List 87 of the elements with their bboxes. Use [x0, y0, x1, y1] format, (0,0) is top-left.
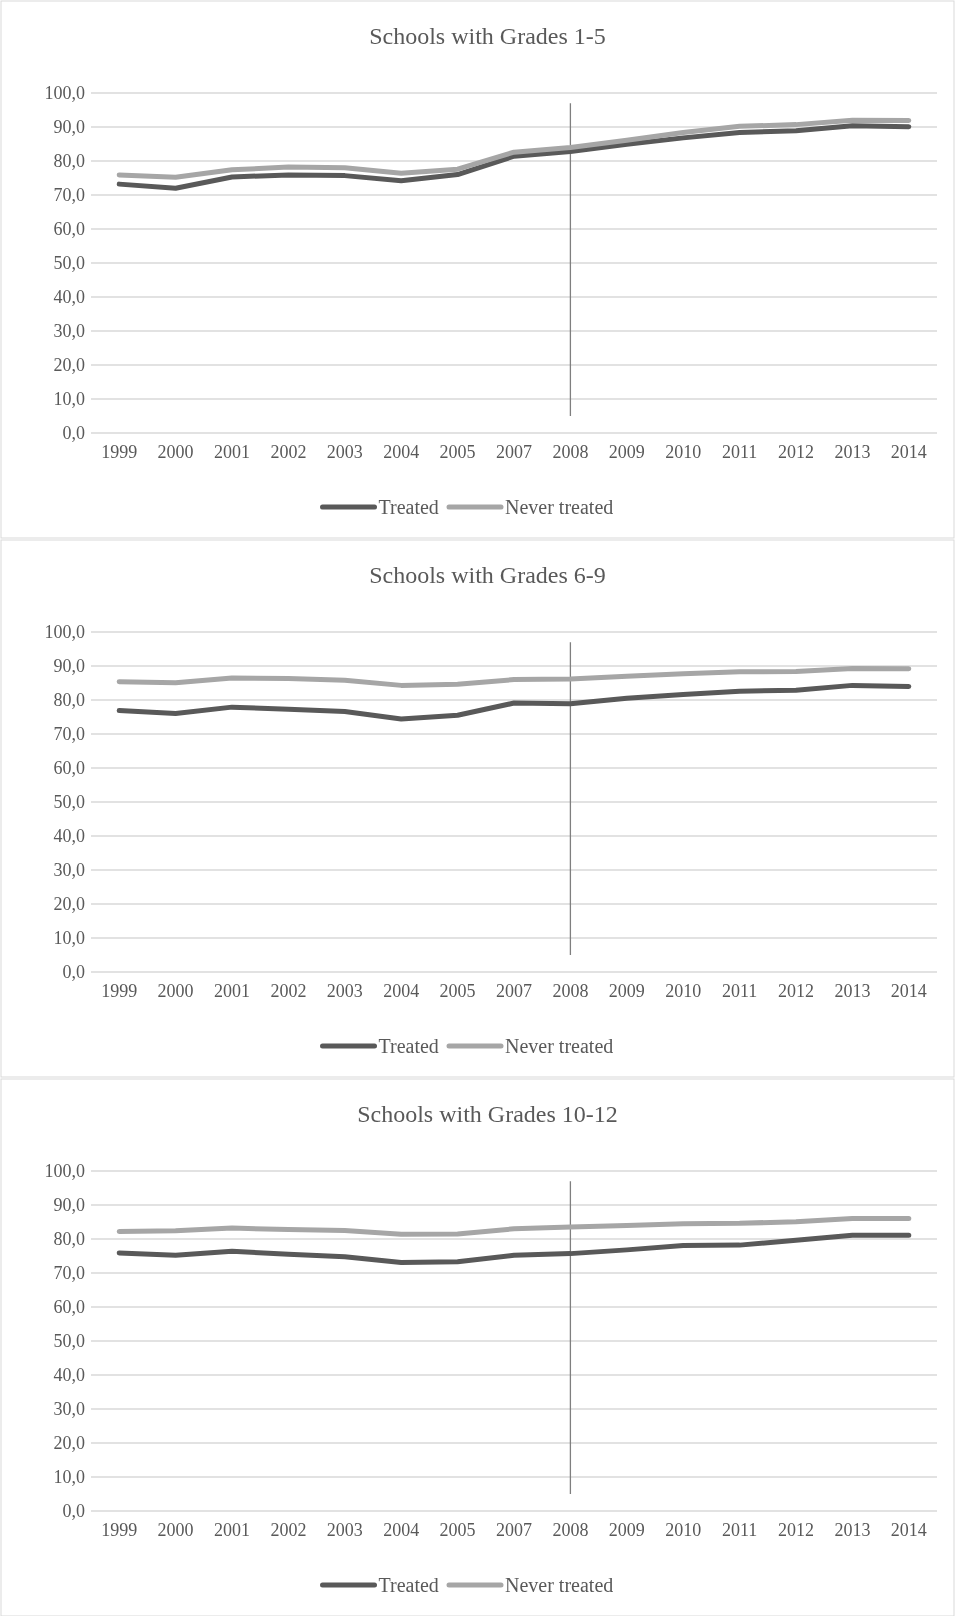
- y-tick-label: 100,0: [44, 1161, 85, 1182]
- legend-label: Never treated: [505, 1035, 614, 1057]
- legend-label: Treated: [378, 1574, 439, 1596]
- x-tick-label: 2007: [496, 981, 532, 1001]
- y-tick-label: 20,0: [53, 894, 85, 915]
- x-tick-label: 2009: [608, 1520, 645, 1540]
- x-tick-label: 2014: [890, 1520, 927, 1540]
- x-tick-label: 1999: [101, 1520, 138, 1540]
- x-tick-label: 2004: [383, 1520, 420, 1540]
- x-tick-label: 2014: [890, 442, 927, 462]
- y-tick-label: 30,0: [53, 321, 85, 342]
- x-tick-label: 2011: [721, 981, 758, 1001]
- y-tick-label: 70,0: [53, 724, 85, 745]
- x-tick-label: 2011: [721, 442, 758, 462]
- x-tick-label: 2013: [834, 981, 871, 1001]
- x-tick-label: 2003: [326, 981, 363, 1001]
- x-tick-label: 2002: [270, 1520, 307, 1540]
- x-tick-label: 1999: [101, 981, 138, 1001]
- x-tick-label: 2012: [778, 442, 814, 462]
- x-tick-label: 2009: [608, 442, 645, 462]
- y-tick-label: 40,0: [53, 1365, 85, 1386]
- x-tick-label: 2010: [665, 1520, 702, 1540]
- y-tick-label: 10,0: [53, 1467, 85, 1488]
- x-tick-label: 2014: [890, 981, 927, 1001]
- y-tick-label: 60,0: [53, 758, 85, 779]
- x-tick-label: 2007: [496, 442, 532, 462]
- y-tick-label: 80,0: [53, 151, 85, 172]
- x-tick-label: 2001: [214, 1520, 250, 1540]
- y-tick-label: 70,0: [53, 185, 85, 206]
- x-tick-label: 2008: [552, 1520, 589, 1540]
- x-tick-label: 2010: [665, 981, 702, 1001]
- chart-title: Schools with Grades 10-12: [357, 1101, 618, 1127]
- y-tick-label: 50,0: [53, 792, 85, 813]
- y-tick-label: 0,0: [62, 423, 85, 444]
- chart-title: Schools with Grades 1-5: [369, 23, 606, 49]
- y-tick-label: 100,0: [44, 83, 85, 104]
- x-tick-label: 2000: [157, 981, 194, 1001]
- y-tick-label: 0,0: [62, 1501, 85, 1522]
- y-tick-label: 80,0: [53, 690, 85, 711]
- y-tick-label: 90,0: [53, 1195, 85, 1216]
- x-tick-label: 2001: [214, 981, 250, 1001]
- y-tick-label: 10,0: [53, 928, 85, 949]
- x-tick-label: 2005: [439, 1520, 476, 1540]
- x-tick-label: 2009: [608, 981, 645, 1001]
- legend-label: Never treated: [505, 1574, 614, 1596]
- x-tick-label: 2008: [552, 442, 589, 462]
- y-tick-label: 60,0: [53, 1297, 85, 1318]
- y-tick-label: 80,0: [53, 1229, 85, 1250]
- x-tick-label: 2007: [496, 1520, 532, 1540]
- x-tick-label: 2013: [834, 1520, 871, 1540]
- x-tick-label: 2004: [383, 981, 420, 1001]
- y-tick-label: 50,0: [53, 1331, 85, 1352]
- x-tick-label: 2005: [439, 442, 476, 462]
- x-tick-label: 2010: [665, 442, 702, 462]
- x-tick-label: 2003: [326, 442, 363, 462]
- x-tick-label: 2003: [326, 1520, 363, 1540]
- x-tick-label: 2012: [778, 981, 814, 1001]
- y-tick-label: 100,0: [44, 622, 85, 643]
- x-tick-label: 2008: [552, 981, 589, 1001]
- x-tick-label: 2000: [157, 442, 194, 462]
- x-tick-label: 2011: [721, 1520, 758, 1540]
- legend-label: Never treated: [505, 496, 614, 518]
- y-tick-label: 60,0: [53, 219, 85, 240]
- x-tick-label: 2013: [834, 442, 871, 462]
- y-tick-label: 50,0: [53, 253, 85, 274]
- x-tick-label: 2001: [214, 442, 250, 462]
- y-tick-label: 20,0: [53, 1433, 85, 1454]
- y-tick-label: 40,0: [53, 826, 85, 847]
- x-tick-label: 2002: [270, 442, 307, 462]
- x-tick-label: 2012: [778, 1520, 814, 1540]
- y-tick-label: 90,0: [53, 656, 85, 677]
- y-tick-label: 70,0: [53, 1263, 85, 1284]
- y-tick-label: 10,0: [53, 389, 85, 410]
- x-tick-label: 2000: [157, 1520, 194, 1540]
- legend-label: Treated: [378, 496, 439, 518]
- y-tick-label: 0,0: [62, 962, 85, 983]
- x-tick-label: 2002: [270, 981, 307, 1001]
- x-tick-label: 2005: [439, 981, 476, 1001]
- chart-title: Schools with Grades 6-9: [369, 562, 606, 588]
- x-tick-label: 2004: [383, 442, 420, 462]
- x-tick-label: 1999: [101, 442, 138, 462]
- y-tick-label: 30,0: [53, 1399, 85, 1420]
- y-tick-label: 40,0: [53, 287, 85, 308]
- y-tick-label: 20,0: [53, 355, 85, 376]
- y-tick-label: 30,0: [53, 860, 85, 881]
- legend-label: Treated: [378, 1035, 439, 1057]
- y-tick-label: 90,0: [53, 117, 85, 138]
